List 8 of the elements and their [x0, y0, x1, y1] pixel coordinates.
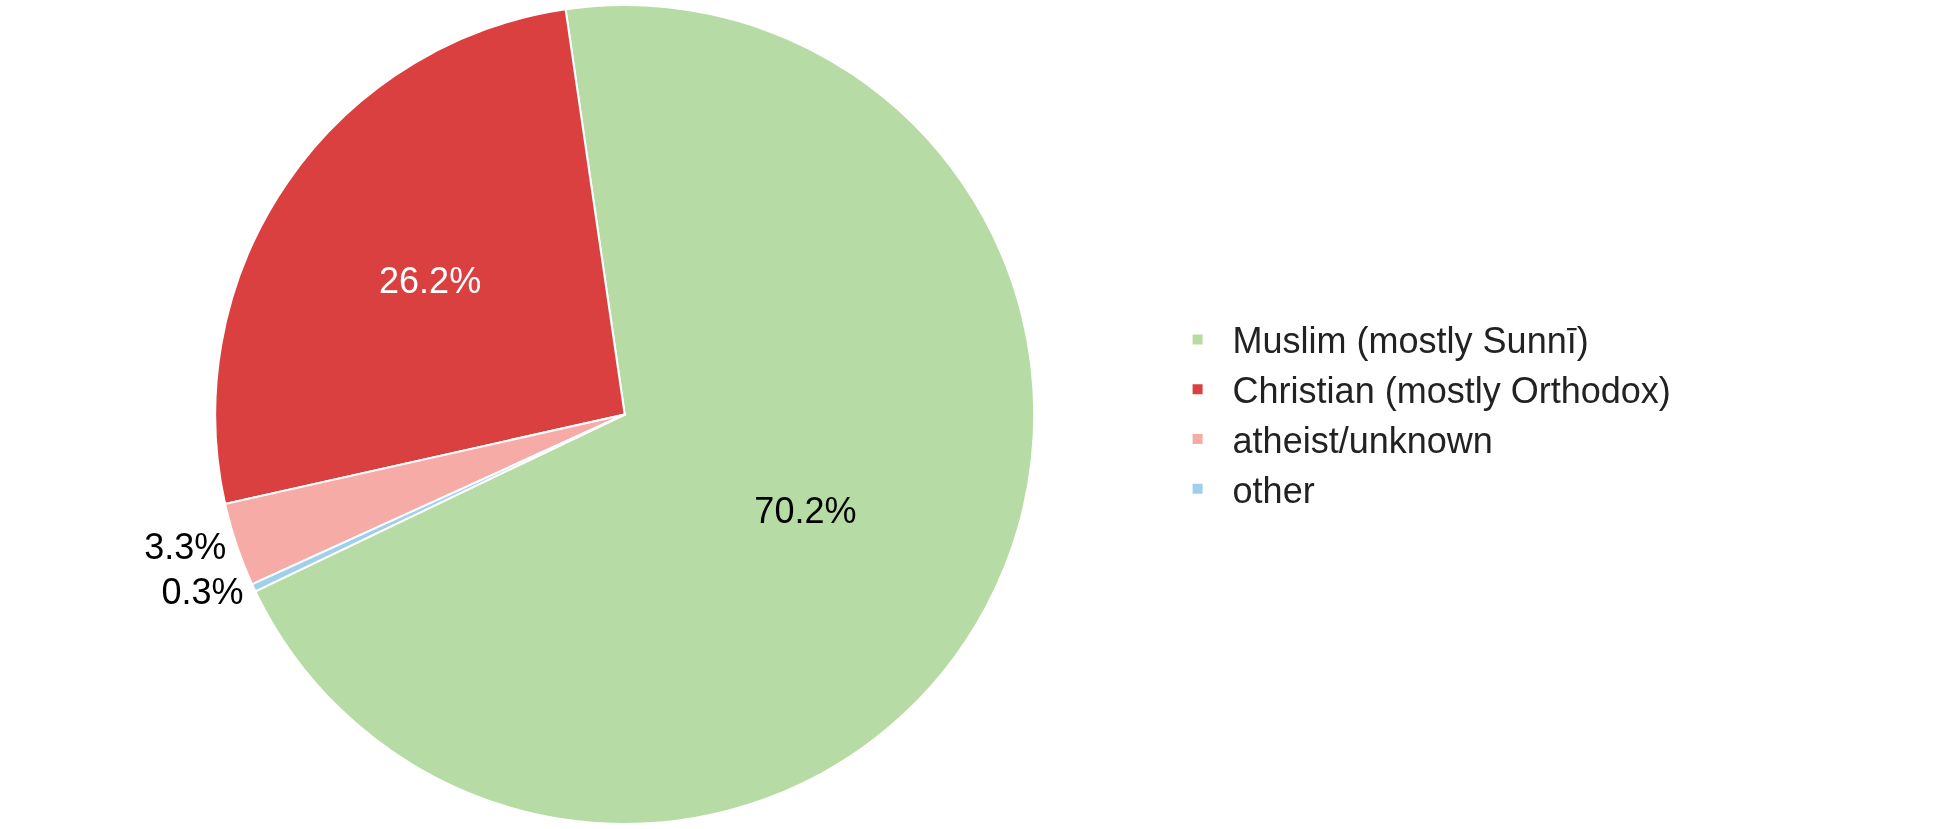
legend-label: atheist/unknown: [1232, 420, 1493, 462]
data-label: 26.2%: [379, 260, 482, 302]
legend-label: other: [1232, 469, 1315, 511]
legend-label: Muslim (mostly Sunnī): [1232, 320, 1589, 362]
data-label: 3.3%: [144, 526, 227, 568]
data-label: 0.3%: [161, 570, 244, 612]
legend-label: Christian (mostly Orthodox): [1232, 370, 1671, 412]
data-label: 70.2%: [754, 490, 857, 532]
